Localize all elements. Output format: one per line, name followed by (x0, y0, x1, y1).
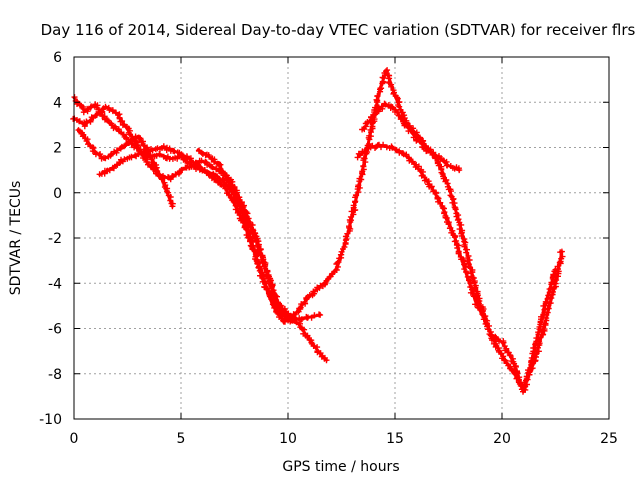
x-tick-label: 25 (600, 431, 618, 447)
series-track-1 (71, 94, 330, 364)
x-tick-label: 15 (386, 431, 404, 447)
y-tick-label: -8 (48, 367, 62, 383)
y-tick-label: -4 (48, 276, 62, 292)
y-tick-label: 4 (53, 95, 62, 111)
y-tick-label: 0 (53, 186, 62, 202)
x-tick-label: 0 (70, 431, 79, 447)
x-tick-label: 20 (493, 431, 511, 447)
series-track-3 (75, 127, 176, 210)
series-markers (70, 103, 324, 323)
series-line (72, 105, 322, 321)
series-track-2 (70, 103, 324, 323)
y-tick-label: -6 (48, 322, 62, 338)
chart-title: Day 116 of 2014, Sidereal Day-to-day VTE… (41, 21, 636, 39)
y-axis-label: SDTVAR / TECUs (8, 181, 24, 296)
y-tick-label: -2 (48, 231, 62, 247)
x-tick-label: 5 (177, 431, 186, 447)
x-tick-label: 10 (279, 431, 297, 447)
series-markers (359, 100, 463, 174)
series-markers (354, 141, 491, 327)
series-markers (487, 266, 559, 395)
data-series (70, 67, 566, 395)
series-line (98, 146, 294, 321)
y-tick-label: 6 (53, 50, 62, 66)
series-markers (71, 94, 330, 364)
series-track-8 (487, 266, 559, 395)
y-tick-label: -10 (39, 412, 62, 428)
series-track-6 (359, 100, 463, 174)
x-axis-label: GPS time / hours (282, 459, 399, 475)
series-track-7 (354, 141, 491, 327)
series-markers (75, 127, 176, 210)
series-track-4 (96, 143, 296, 323)
y-tick-label: 2 (53, 141, 62, 157)
